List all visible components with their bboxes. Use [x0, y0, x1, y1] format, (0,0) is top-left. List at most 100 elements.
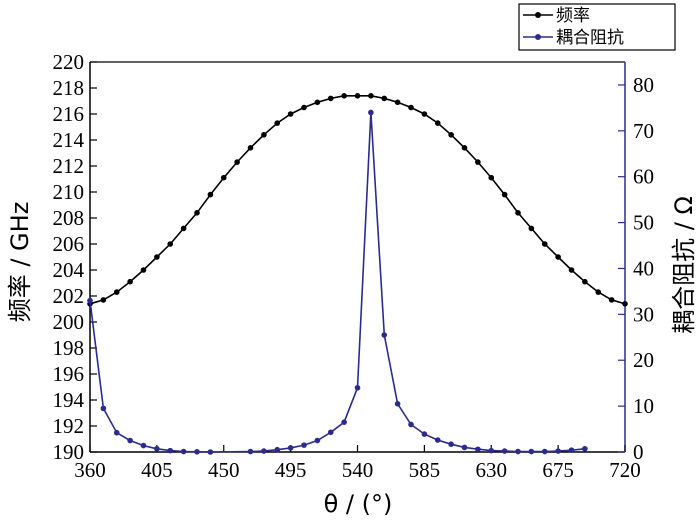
- data-point-series-1: [341, 93, 347, 99]
- data-point-series-1: [595, 289, 602, 295]
- data-point-series-2: [408, 421, 414, 428]
- data-point-series-1: [448, 132, 454, 138]
- data-point-series-1: [394, 99, 401, 106]
- x-axis-title: θ / (°): [324, 490, 393, 518]
- data-point-series-1: [140, 267, 147, 273]
- data-point-series-1: [368, 93, 374, 99]
- data-point-series-2: [461, 444, 468, 451]
- data-point-series-1: [274, 120, 281, 126]
- data-point-series-1: [287, 111, 294, 117]
- data-point-series-1: [501, 191, 508, 198]
- data-point-series-1: [327, 95, 334, 102]
- data-point-series-2: [515, 448, 521, 455]
- data-point-series-2: [568, 447, 575, 453]
- left-y-tick-label: 196: [53, 362, 85, 386]
- data-point-series-1: [608, 297, 615, 303]
- data-point-series-1: [247, 145, 254, 151]
- data-point-series-2: [434, 437, 441, 443]
- data-point-series-2: [127, 437, 133, 444]
- left-y-tick-label: 200: [53, 310, 85, 334]
- right-axis-title: 耦合阻抗 / Ω: [670, 196, 698, 334]
- data-point-series-2: [582, 445, 588, 452]
- data-point-series-2: [207, 449, 214, 455]
- data-point-series-2: [100, 405, 107, 412]
- data-point-series-2: [421, 431, 428, 437]
- data-point-series-2: [381, 332, 388, 338]
- left-y-tick-label: 190: [53, 440, 85, 464]
- left-y-tick-label: 206: [53, 232, 85, 256]
- data-point-series-2: [327, 429, 334, 436]
- data-point-series-1: [154, 254, 160, 260]
- left-axis-title: 频率 / GHz: [6, 202, 34, 323]
- x-tick-label: 720: [609, 458, 641, 482]
- x-tick-label: 495: [275, 458, 307, 482]
- left-y-tick-label: 192: [53, 414, 85, 438]
- data-point-series-2: [488, 447, 495, 454]
- data-point-series-2: [140, 442, 147, 449]
- x-tick-label: 360: [74, 458, 106, 482]
- right-y-tick-label: 20: [633, 348, 654, 372]
- right-y-tick-label: 10: [633, 394, 654, 418]
- data-point-series-1: [461, 145, 468, 151]
- data-point-series-2: [274, 446, 281, 453]
- x-tick-label: 630: [476, 458, 508, 482]
- series-line-2: [89, 112, 585, 453]
- data-point-series-2: [180, 448, 187, 455]
- left-y-tick-label: 218: [53, 76, 85, 100]
- data-point-series-1: [622, 301, 628, 307]
- data-point-series-1: [528, 225, 535, 232]
- data-point-series-1: [194, 210, 200, 216]
- x-tick-label: 405: [141, 458, 173, 482]
- data-point-series-1: [541, 241, 548, 247]
- data-point-series-2: [501, 448, 508, 454]
- data-point-series-2: [194, 448, 200, 455]
- data-point-series-1: [434, 120, 441, 126]
- data-point-series-1: [220, 174, 227, 181]
- data-point-series-2: [261, 448, 267, 454]
- legend: 频率 耦合阻抗: [518, 3, 676, 51]
- data-point-series-2: [314, 437, 321, 444]
- legend-box: [518, 3, 676, 51]
- data-point-series-1: [555, 254, 561, 260]
- right-y-tick-label: 80: [633, 73, 654, 97]
- data-point-series-2: [167, 447, 174, 454]
- data-point-series-1: [113, 289, 120, 295]
- data-point-series-1: [408, 104, 414, 111]
- legend-marker-series-1: [535, 12, 541, 18]
- data-point-series-2: [475, 446, 481, 453]
- data-point-series-1: [475, 159, 481, 165]
- series-layer: [87, 93, 628, 455]
- data-point-series-1: [127, 278, 133, 285]
- left-y-tick-label: 208: [53, 206, 85, 230]
- data-point-series-2: [354, 384, 361, 391]
- right-y-tick-label: 50: [633, 211, 654, 235]
- tick-label-layer: 360 405 450 495 540 585 630 675 7201901921941961…: [53, 50, 655, 482]
- right-y-tick-label: 30: [633, 302, 654, 326]
- data-point-series-1: [381, 95, 388, 102]
- right-y-tick-label: 0: [633, 440, 644, 464]
- data-point-series-2: [247, 448, 254, 455]
- x-tick-label: 540: [342, 458, 374, 482]
- data-point-series-2: [113, 429, 120, 436]
- x-tick-label: 675: [542, 458, 574, 482]
- data-point-series-1: [314, 99, 321, 106]
- legend-label-series-2: 耦合阻抗: [556, 28, 624, 48]
- data-point-series-2: [541, 448, 548, 455]
- data-point-series-2: [528, 448, 535, 455]
- left-y-tick-label: 202: [53, 284, 85, 308]
- x-tick-label: 585: [409, 458, 441, 482]
- data-point-series-2: [341, 419, 347, 425]
- data-point-series-1: [100, 297, 107, 303]
- left-y-tick-label: 214: [53, 128, 85, 152]
- data-point-series-2: [448, 441, 454, 448]
- legend-label-series-1: 频率: [556, 6, 590, 26]
- data-point-series-1: [568, 267, 575, 273]
- data-point-series-1: [515, 210, 521, 216]
- data-point-series-2: [301, 442, 307, 448]
- data-point-series-1: [582, 278, 588, 285]
- left-y-tick-label: 198: [53, 336, 85, 360]
- left-y-tick-label: 210: [53, 180, 85, 204]
- data-point-series-1: [180, 225, 187, 232]
- data-point-series-2: [154, 445, 160, 452]
